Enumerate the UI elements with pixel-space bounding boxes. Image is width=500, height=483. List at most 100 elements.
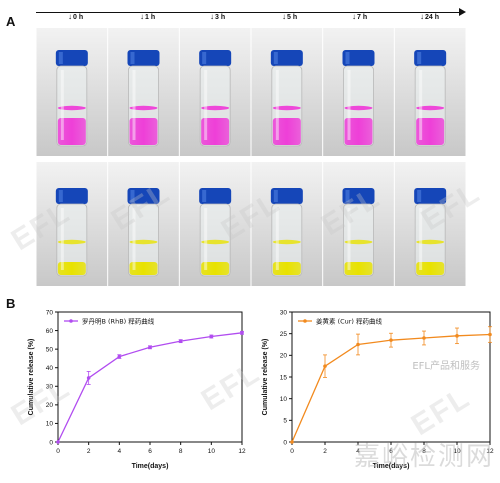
x-tick-label: 6 <box>389 448 393 455</box>
panel-b-label: B <box>6 296 16 311</box>
time-tick-label: 7 h <box>357 14 368 21</box>
glass-highlight <box>60 208 64 270</box>
vial-liquid <box>416 118 445 145</box>
time-tick-4: ↓7 h <box>352 12 367 28</box>
photo-row-rhb <box>36 28 466 156</box>
down-arrow-icon: ↓ <box>140 12 144 21</box>
y-tick-label: 25 <box>280 331 288 338</box>
vial-meniscus <box>201 105 230 111</box>
y-tick-label: 30 <box>46 384 54 391</box>
cur-release-chart: 0 2 4 6 8 10 12 0 5 10 15 20 25 30 Time(days) Cumulativ… <box>254 298 496 478</box>
vial-photo-2 <box>179 28 251 156</box>
x-axis-label: Time(days) <box>373 463 410 470</box>
data-point <box>178 339 183 343</box>
cap-highlight <box>273 52 278 64</box>
vial-meniscus <box>344 239 373 245</box>
x-tick-label: 4 <box>356 448 360 455</box>
chart-svg: 0 2 4 6 8 10 12 0 5 10 15 20 25 30 Time(days) Cumulativ… <box>262 309 494 470</box>
timeline: ↓0 h ↓1 h ↓3 h ↓5 h ↓7 h ↓24 h <box>36 4 466 26</box>
time-tick-5: ↓24 h <box>420 12 439 28</box>
y-axis-label: Cumulative release (%) <box>28 339 35 416</box>
time-tick-label: 5 h <box>287 14 298 21</box>
plot-frame <box>57 311 243 443</box>
data-point <box>86 376 91 380</box>
vial-cap <box>127 50 160 66</box>
y-tick-label: 0 <box>283 439 287 446</box>
glass-highlight <box>419 208 423 270</box>
cap-highlight <box>417 190 422 202</box>
glass-highlight <box>275 70 279 140</box>
vial-liquid <box>201 118 230 145</box>
vial-photo-3 <box>251 162 323 286</box>
time-tick-1: ↓1 h <box>140 12 155 28</box>
x-tick-label: 8 <box>422 448 426 455</box>
x-tick-label: 0 <box>56 448 60 455</box>
panel-a-label: A <box>6 14 16 29</box>
cap-highlight <box>202 190 207 202</box>
time-tick-label: 0 h <box>73 14 84 21</box>
vial-cap <box>55 188 88 204</box>
y-tick-label: 30 <box>280 309 288 316</box>
x-tick-label: 12 <box>486 448 494 455</box>
y-tick-label: 15 <box>280 374 288 381</box>
vial-cap <box>199 188 232 204</box>
cap-highlight <box>58 52 63 64</box>
data-point <box>56 440 60 444</box>
vial-meniscus <box>129 105 158 111</box>
cap-highlight <box>345 52 350 64</box>
x-tick-label: 10 <box>208 448 216 455</box>
vial-cap <box>342 188 375 204</box>
vial-liquid <box>57 118 86 145</box>
glass-highlight <box>204 208 208 270</box>
vial-photo-0 <box>36 162 108 286</box>
time-tick-2: ↓3 h <box>210 12 225 28</box>
glass-highlight <box>204 70 208 140</box>
y-tick-label: 60 <box>46 328 54 335</box>
glass-highlight <box>347 208 351 270</box>
vial-cap <box>199 50 232 66</box>
y-tick-label: 0 <box>49 439 53 446</box>
vial-photo-3 <box>251 28 323 156</box>
vial-liquid <box>57 262 86 275</box>
vial-photo-1 <box>108 28 179 156</box>
vial-meniscus <box>416 105 445 111</box>
cap-highlight <box>345 190 350 202</box>
y-tick-label: 20 <box>280 353 288 360</box>
down-arrow-icon: ↓ <box>420 12 424 21</box>
rhb-release-chart: 0 2 4 6 8 10 12 0 10 20 30 40 50 60 70 Time(days) Cumula… <box>20 298 248 478</box>
vial-meniscus <box>57 239 86 245</box>
cap-highlight <box>130 190 135 202</box>
vial-liquid <box>129 262 158 275</box>
vial-meniscus <box>344 105 373 111</box>
y-tick-label: 10 <box>280 396 288 403</box>
vial-liquid <box>272 118 301 145</box>
timeline-arrowhead <box>459 8 466 16</box>
data-point <box>290 440 294 444</box>
y-tick-label: 5 <box>283 418 287 425</box>
x-tick-label: 8 <box>179 448 183 455</box>
y-tick-label: 50 <box>46 346 54 353</box>
time-tick-0: ↓0 h <box>68 12 83 28</box>
data-point <box>422 336 426 340</box>
legend-label: 姜黄素 (Cur) 释药曲线 <box>316 316 383 325</box>
x-tick-label: 2 <box>87 448 91 455</box>
legend-label: 罗丹明B (RhB) 释药曲线 <box>82 316 155 325</box>
timeline-axis <box>36 12 460 13</box>
vial-cap <box>270 50 303 66</box>
x-tick-label: 6 <box>148 448 152 455</box>
vial-liquid <box>201 262 230 275</box>
x-tick-label: 4 <box>118 448 122 455</box>
y-axis-label: Cumulative release (%) <box>262 339 269 416</box>
vial-meniscus <box>272 239 301 245</box>
vial-photo-1 <box>108 162 179 286</box>
cap-highlight <box>130 52 135 64</box>
x-tick-label: 0 <box>290 448 294 455</box>
vial-photo-5 <box>394 28 466 156</box>
data-point <box>356 342 360 347</box>
glass-highlight <box>419 70 423 140</box>
vial-meniscus <box>272 105 301 111</box>
vial-cap <box>270 188 303 204</box>
data-point <box>148 345 152 350</box>
data-point <box>209 334 214 339</box>
cn-watermark-small: EFL产品和服务 <box>412 361 480 372</box>
